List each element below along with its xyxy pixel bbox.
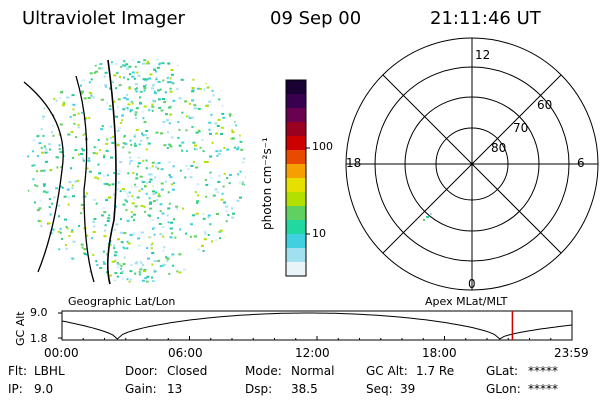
altitude-xtick-0000: 00:00	[44, 346, 79, 360]
status-gain-label: Gain:	[125, 382, 157, 396]
status-glon-value: *****	[528, 382, 558, 396]
colorbar-unit-label: photon cm⁻²s⁻¹	[260, 137, 274, 230]
status-dsp-value: 38.5	[291, 382, 318, 396]
polar-grid	[345, 37, 599, 291]
coastline-mid	[75, 75, 95, 283]
status-flt-value: LBHL	[34, 364, 65, 378]
altitude-xtick-0600: 06:00	[168, 346, 203, 360]
colorbar-band	[286, 108, 306, 123]
status-mode-value: Normal	[291, 364, 335, 378]
altitude-xtick-1800: 18:00	[422, 346, 457, 360]
colorbar-band	[286, 136, 306, 151]
polar-mlt-18: 18	[346, 156, 362, 170]
status-ip-value: 9.0	[34, 382, 54, 396]
status-door-value: Closed	[167, 364, 208, 378]
colorbar-band	[286, 178, 306, 193]
colorbar-band	[286, 150, 306, 165]
geographic-caption: Geographic Lat/Lon	[68, 295, 176, 308]
status-door-label: Door:	[125, 364, 158, 378]
colorbar-band	[286, 248, 306, 263]
geographic-image	[23, 57, 246, 285]
status-seq-value: 39	[400, 382, 416, 396]
status-dsp-label: Dsp:	[245, 382, 273, 396]
colorbar-band	[286, 94, 306, 109]
colorbar-band	[286, 234, 306, 249]
altitude-axis-title: GC Alt	[14, 311, 27, 346]
status-gain-value: 13	[167, 382, 183, 396]
colorbar-band	[286, 164, 306, 179]
status-glat-value: *****	[528, 364, 558, 378]
colorbar-band	[286, 206, 306, 221]
polar-lat-70: 70	[513, 121, 529, 135]
status-ip-label: IP:	[8, 382, 23, 396]
polar-mlt-0: 0	[468, 277, 476, 291]
polar-lat-80: 80	[491, 141, 507, 155]
colorbar	[285, 79, 310, 277]
colorbar-tick-100: 100	[312, 140, 333, 153]
status-glon-label: GLon:	[486, 382, 521, 396]
altitude-xtick-1200: 12:00	[295, 346, 330, 360]
status-glat-label: GLat:	[486, 364, 519, 378]
polar-mlt-12: 12	[475, 48, 491, 62]
colorbar-tick-10: 10	[312, 227, 326, 240]
colorbar-band	[286, 80, 306, 95]
coastline-right	[106, 59, 117, 285]
status-mode-label: Mode:	[245, 364, 282, 378]
altitude-ytick-high: 9.0	[30, 306, 48, 319]
page-title: Ultraviolet Imager	[22, 8, 185, 29]
status-gcalt-label: GC Alt:	[366, 364, 408, 378]
polar-lat-60: 60	[537, 98, 553, 112]
altitude-plot	[58, 310, 573, 341]
status-gcalt-value: 1.7 Re	[416, 364, 455, 378]
polar-mlt-6: 6	[577, 156, 585, 170]
polar-aurora-dots	[423, 213, 432, 221]
header-time: 21:11:46 UT	[430, 8, 541, 29]
colorbar-band	[286, 122, 306, 137]
status-seq-label: Seq:	[366, 382, 393, 396]
colorbar-band	[286, 192, 306, 207]
status-flt-label: Flt:	[8, 364, 27, 378]
apex-caption: Apex MLat/MLT	[425, 295, 508, 308]
coastline-left	[23, 81, 64, 273]
altitude-xtick-2359: 23:59	[554, 346, 589, 360]
header-date: 09 Sep 00	[270, 8, 362, 29]
colorbar-band	[286, 262, 306, 277]
altitude-ytick-low: 1.8	[30, 332, 48, 345]
colorbar-band	[286, 220, 306, 235]
